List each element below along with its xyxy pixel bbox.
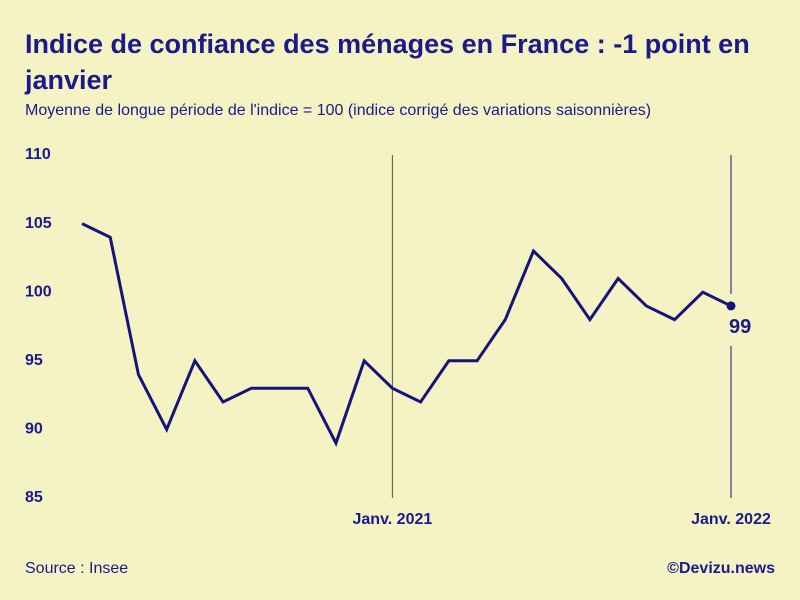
source: Source : Insee xyxy=(25,560,128,577)
line-series xyxy=(81,222,732,447)
end-point xyxy=(726,301,736,311)
y-tick-label: 95 xyxy=(25,352,43,369)
y-tick-label: 90 xyxy=(25,421,43,438)
y-tick-label: 110 xyxy=(25,146,51,163)
chart-subtitle: Moyenne de longue période de l'indice = … xyxy=(25,102,652,119)
credit: ©Devizu.news xyxy=(667,560,775,577)
x-tick-label: Janv. 2021 xyxy=(353,511,433,528)
chart-title: Indice de confiance des ménages en Franc… xyxy=(25,29,750,95)
x-tick-label: Janv. 2022 xyxy=(691,511,771,528)
y-tick-label: 100 xyxy=(25,283,52,300)
y-tick-label: 105 xyxy=(25,215,52,232)
data-label: 99 xyxy=(729,316,751,338)
y-tick-label: 85 xyxy=(25,489,43,506)
